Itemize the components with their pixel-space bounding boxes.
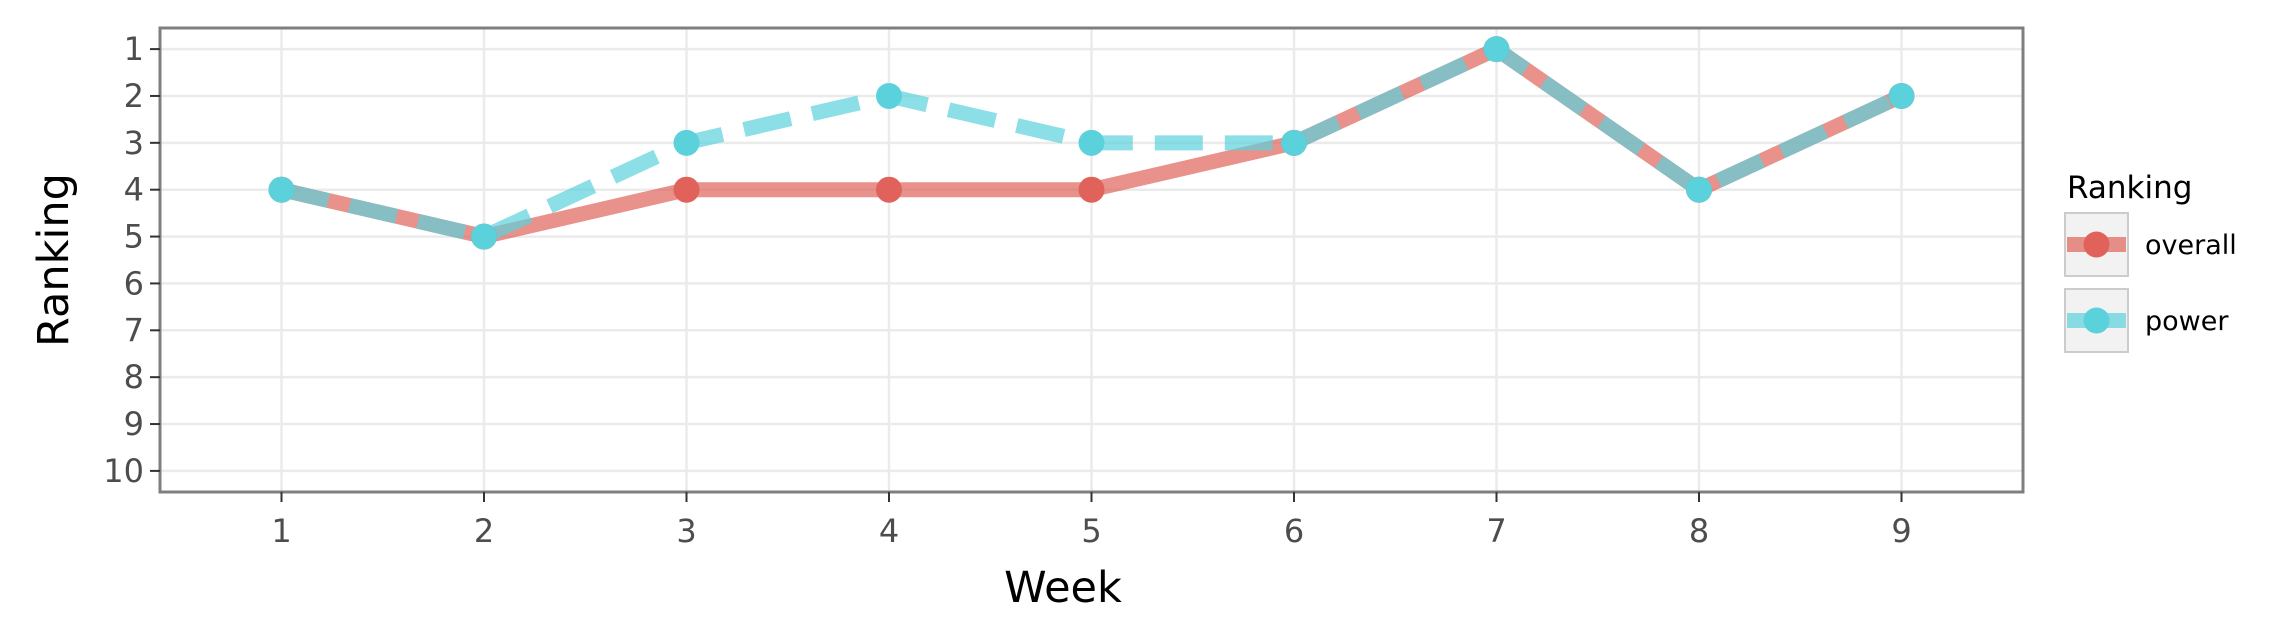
x-tick-label: 4 <box>879 512 899 550</box>
y-tick-label: 4 <box>124 171 144 209</box>
data-point-overall <box>1078 176 1105 203</box>
data-point-overall <box>673 176 700 203</box>
legend-title: Ranking <box>2067 170 2192 206</box>
x-tick-label: 8 <box>1689 512 1709 550</box>
y-tick-label: 3 <box>124 124 144 162</box>
legend-key-point-overall <box>2083 231 2110 258</box>
y-tick-label: 10 <box>103 452 144 490</box>
x-tick-label: 1 <box>271 512 291 550</box>
data-point-power <box>876 82 902 109</box>
legend: overall power <box>2064 212 2237 353</box>
y-tick-label: 1 <box>124 30 144 68</box>
x-tick-label: 5 <box>1081 512 1101 550</box>
data-point-power <box>1078 129 1105 156</box>
legend-key-point-power <box>2083 307 2110 334</box>
data-point-power <box>673 129 700 156</box>
data-point-power <box>1281 129 1307 156</box>
y-tick-label: 7 <box>124 311 144 349</box>
y-tick-label: 6 <box>124 264 144 302</box>
x-tick-label: 2 <box>474 512 494 550</box>
legend-label-overall: overall <box>2145 230 2237 261</box>
y-tick-label: 5 <box>124 218 144 256</box>
data-point-power <box>1888 82 1915 109</box>
x-tick-label: 6 <box>1284 512 1304 550</box>
data-point-overall <box>876 176 902 203</box>
y-tick-label: 8 <box>124 358 144 396</box>
y-tick-label: 2 <box>124 77 144 115</box>
data-point-power <box>471 223 497 250</box>
series-points <box>268 36 1915 250</box>
x-tick-label: 7 <box>1486 512 1506 550</box>
data-point-power <box>268 176 295 203</box>
legend-label-power: power <box>2145 306 2229 337</box>
data-point-power <box>1686 176 1712 203</box>
y-tick-label: 9 <box>124 405 144 443</box>
data-point-power <box>1483 36 1510 63</box>
x-tick-label: 9 <box>1891 512 1911 550</box>
y-axis-title: Ranking <box>29 173 79 347</box>
x-axis-title: Week <box>1004 563 1122 613</box>
x-tick-label: 3 <box>676 512 696 550</box>
x-axis-ticks: 1 2 3 4 5 6 7 8 9 <box>271 492 1912 550</box>
y-axis-ticks: 1 2 3 4 5 6 7 8 9 10 <box>103 30 160 490</box>
